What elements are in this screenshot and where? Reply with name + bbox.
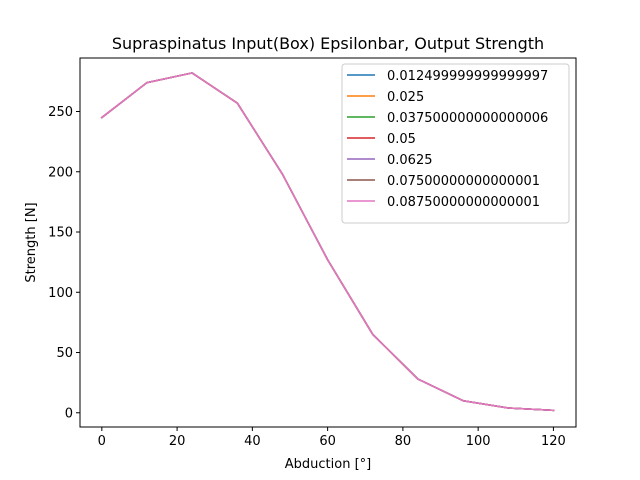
x-tick-label: 60 (319, 434, 336, 449)
y-tick-label: 200 (48, 165, 73, 180)
y-tick-label: 150 (48, 226, 73, 241)
legend-label: 0.08750000000000001 (387, 195, 540, 210)
x-axis: 0 20 40 60 80 100 120 (98, 427, 566, 449)
legend-box (341, 63, 570, 224)
legend-label: 0.05 (387, 132, 416, 147)
y-tick-label: 50 (56, 346, 73, 361)
series-layer (100, 72, 555, 412)
legend-label: 0.0625 (387, 153, 433, 168)
y-axis: 0 50 100 150 200 250 (48, 105, 80, 421)
y-axis-label: Strength [N] (24, 202, 39, 282)
x-tick-label: 0 (98, 434, 106, 449)
legend: 0.012499999999999997 0.025 0.0375000000000… (341, 63, 570, 224)
legend-label: 0.037500000000000006 (387, 111, 548, 126)
y-tick-label: 100 (48, 286, 73, 301)
x-tick-label: 80 (395, 434, 412, 449)
x-tick-label: 20 (169, 434, 186, 449)
x-axis-label: Abduction [°] (285, 457, 371, 472)
legend-label: 0.012499999999999997 (387, 69, 548, 84)
series-line-7 (100, 72, 555, 412)
y-tick-label: 0 (65, 406, 73, 421)
x-tick-label: 40 (244, 434, 261, 449)
legend-label: 0.07500000000000001 (387, 174, 540, 189)
y-tick-label: 250 (48, 105, 73, 120)
x-tick-label: 100 (466, 434, 491, 449)
legend-label: 0.025 (387, 90, 424, 105)
x-tick-label: 120 (541, 434, 566, 449)
chart-title: Supraspinatus Input(Box) Epsilonbar, Out… (112, 34, 544, 53)
